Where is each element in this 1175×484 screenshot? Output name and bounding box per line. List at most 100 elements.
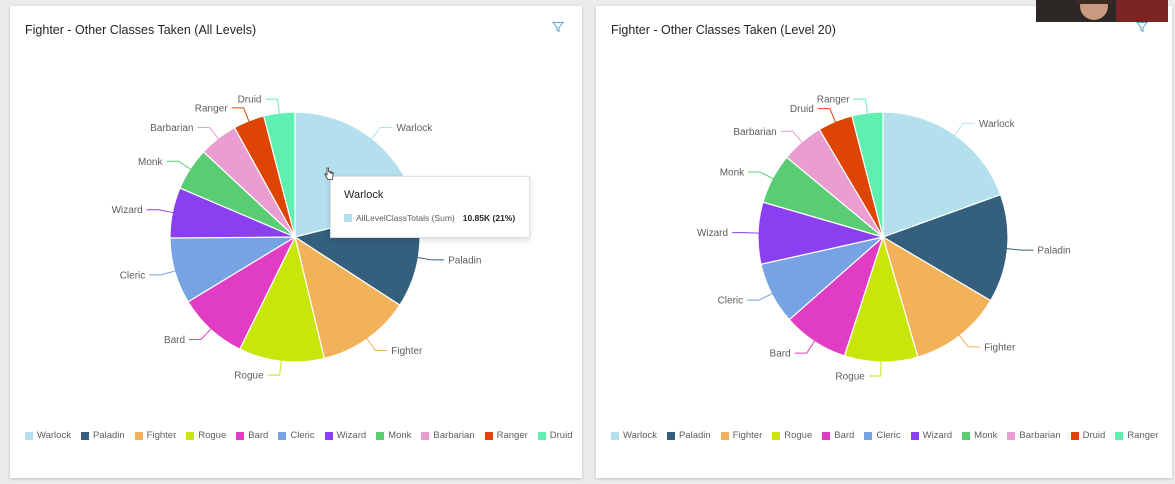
leader-line-paladin [417,256,445,261]
slice-label-monk: Monk [720,167,745,178]
legend-item-barbarian[interactable]: Barbarian [421,430,475,441]
legend-swatch [611,431,619,440]
legend-swatch [484,431,493,440]
legend-item-warlock[interactable]: Warlock [25,430,71,441]
legend-item-rogue[interactable]: Rogue [186,430,226,441]
slice-label-ranger: Ranger [817,95,850,106]
webcam-image [1036,0,1168,22]
leader-line-warlock [370,126,393,140]
slice-label-rogue: Rogue [234,371,264,382]
legend-swatch [1070,431,1079,440]
legend-swatch [186,431,195,440]
legend-swatch [537,431,546,440]
slice-label-cleric: Cleric [120,270,146,281]
chart-tooltip: Warlock AllLevelClassTotals (Sum) 10.85K… [330,176,530,238]
slice-label-monk: Monk [138,157,163,168]
slice-label-paladin: Paladin [1037,246,1070,257]
filter-icon[interactable] [552,21,564,33]
legend-item-fighter[interactable]: Fighter [134,430,177,441]
legend-label: Rogue [784,430,813,441]
leader-line-monk [748,171,774,180]
legend-label: Monk [388,430,412,441]
tooltip-title: Warlock [344,189,384,201]
legend-label: Paladin [678,430,711,441]
leader-line-warlock [953,122,975,136]
leader-line-bard [189,328,212,340]
legend-item-cleric[interactable]: Cleric [864,430,901,441]
legend-item-ranger[interactable]: Ranger [484,430,528,441]
legend-swatch [864,431,873,440]
legend-swatch [278,431,287,440]
chart-card-level-20[interactable]: Fighter - Other Classes Taken (Level 20)… [596,6,1172,478]
legend-item-druid[interactable]: Druid [1070,430,1106,441]
leader-line-ranger [231,107,250,122]
tooltip-row: AllLevelClassTotals (Sum) 10.85K (21%) [344,213,515,223]
legend-label: Cleric [876,430,901,441]
legend-swatch [1007,431,1016,440]
leader-line-rogue [267,360,282,376]
legend-item-wizard[interactable]: Wizard [910,430,953,441]
legend-label: Wizard [922,430,953,441]
legend-item-bard[interactable]: Bard [822,430,854,441]
chart-title: Fighter - Other Classes Taken (Level 20) [611,23,836,37]
slice-label-barbarian: Barbarian [733,127,776,138]
legend-item-ranger[interactable]: Ranger [1115,430,1158,441]
legend-item-bard[interactable]: Bard [236,430,268,441]
slice-label-barbarian: Barbarian [150,123,193,134]
legend-swatch [324,431,333,440]
legend-label: Bard [834,430,855,441]
legend-swatch [1115,431,1124,440]
legend-item-barbarian[interactable]: Barbarian [1007,430,1061,441]
legend-label: Bard [248,430,269,441]
filter-icon[interactable] [1136,21,1148,33]
tooltip-swatch [344,214,352,222]
leader-line-cleric [149,270,176,276]
legend-item-paladin[interactable]: Paladin [666,430,711,441]
legend-swatch [376,431,385,440]
legend-item-fighter[interactable]: Fighter [720,430,762,441]
leader-line-ranger [853,98,868,115]
slice-label-bard: Bard [770,349,791,360]
legend-swatch [822,431,831,440]
legend-swatch [666,431,675,440]
leader-line-druid [817,108,837,123]
legend-label: Cleric [290,430,315,441]
leader-line-druid [265,98,280,115]
slice-label-paladin: Paladin [448,255,481,266]
chart-legend: Warlock Paladin Fighter Rogue Bard Cleric Wiza… [25,430,582,441]
legend-label: Ranger [496,430,528,441]
legend-item-cleric[interactable]: Cleric [278,430,315,441]
legend-item-paladin[interactable]: Paladin [80,430,125,441]
leader-line-fighter [958,334,981,348]
legend-swatch [962,431,971,440]
legend-label: Druid [1082,430,1106,441]
legend-label: Paladin [92,430,125,441]
legend-item-monk[interactable]: Monk [962,430,997,441]
tooltip-value: 10.85K (21%) [462,213,516,223]
legend-item-wizard[interactable]: Wizard [324,430,367,441]
legend-item-monk[interactable]: Monk [376,430,411,441]
chart-card-all-levels[interactable]: Fighter - Other Classes Taken (All Level… [10,6,582,478]
leader-line-barbarian [780,130,803,144]
legend-swatch [910,431,919,440]
chart-legend: Warlock Paladin Fighter Rogue Bard Cleric Wiza… [611,430,1168,441]
legend-swatch [236,431,245,440]
legend-swatch [80,431,89,440]
legend-item-druid[interactable]: Druid [537,430,573,441]
legend-label: Druid [549,430,573,441]
legend-label: Fighter [146,430,177,441]
slice-label-cleric: Cleric [718,296,744,307]
legend-label: Barbarian [433,430,475,441]
legend-label: Rogue [198,430,227,441]
slice-label-wizard: Wizard [697,228,728,239]
slice-label-wizard: Wizard [112,205,143,216]
slice-label-fighter: Fighter [391,346,423,357]
legend-label: Wizard [336,430,367,441]
legend-item-warlock[interactable]: Warlock [611,430,657,441]
pie-chart-level-20[interactable]: Warlock Paladin Fighter Rogue Bard Cleric Wiza… [596,46,1172,416]
tooltip-label: AllLevelClassTotals (Sum) [356,213,455,223]
legend-item-rogue[interactable]: Rogue [772,430,812,441]
legend-swatch [772,431,781,440]
chart-title: Fighter - Other Classes Taken (All Level… [25,23,257,37]
legend-label: Monk [974,430,998,441]
